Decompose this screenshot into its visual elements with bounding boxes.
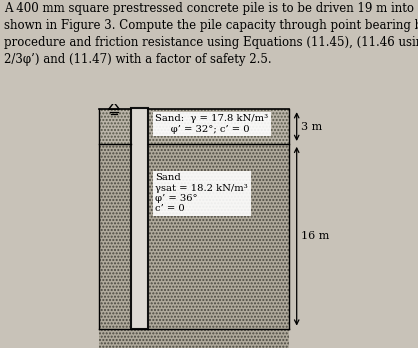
Bar (99, 329, 289, 348)
Bar (148, 144, 289, 329)
Text: 3 m: 3 m (301, 121, 322, 132)
Bar (99, 109, 289, 329)
Bar (148, 109, 289, 144)
Bar (99, 144, 131, 329)
Bar (99, 109, 131, 144)
Text: Sand
γsat = 18.2 kN/m³
φ’ = 36°
c’ = 0: Sand γsat = 18.2 kN/m³ φ’ = 36° c’ = 0 (155, 173, 248, 213)
Text: 16 m: 16 m (301, 231, 329, 241)
Text: A 400 mm square prestressed concrete pile is to be driven 19 m into the soil pro: A 400 mm square prestressed concrete pil… (4, 2, 418, 66)
Bar (131, 108, 148, 329)
Text: Sand:  γ = 17.8 kN/m³
     φ’ = 32°; c’ = 0: Sand: γ = 17.8 kN/m³ φ’ = 32°; c’ = 0 (155, 114, 268, 134)
